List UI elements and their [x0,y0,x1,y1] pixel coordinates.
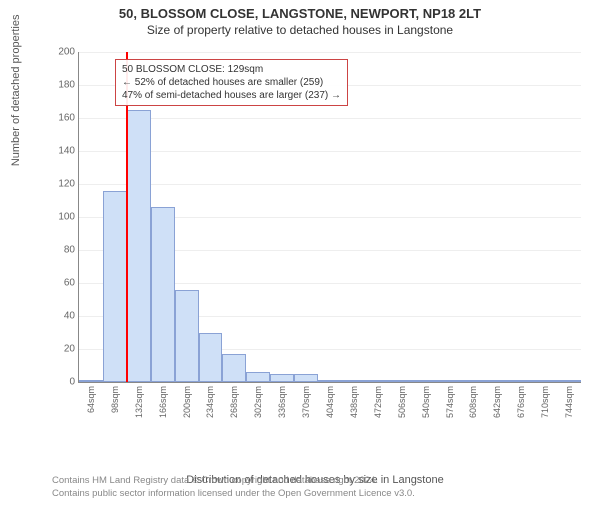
histogram-bar[interactable] [342,380,366,382]
credits-line2: Contains public sector information licen… [52,488,415,500]
x-tick: 370sqm [301,386,311,418]
histogram-bar[interactable] [127,110,151,382]
x-tick: 540sqm [421,386,431,418]
x-tick: 676sqm [516,386,526,418]
credits-line1: Contains HM Land Registry data © Crown c… [52,475,415,487]
y-axis-label: Number of detached properties [10,15,22,167]
x-tick: 302sqm [253,386,263,418]
y-tick: 80 [64,245,75,256]
histogram-bar[interactable] [222,354,246,382]
y-tick: 40 [64,311,75,322]
chart-title: 50, BLOSSOM CLOSE, LANGSTONE, NEWPORT, N… [0,6,600,21]
y-tick: 140 [58,146,75,157]
chart-subtitle: Size of property relative to detached ho… [0,23,600,37]
histogram-bar[interactable] [414,380,438,382]
x-tick: 744sqm [564,386,574,418]
x-tick: 166sqm [158,386,168,418]
histogram-bar[interactable] [199,333,223,383]
histogram-bar[interactable] [533,380,557,382]
x-tick: 268sqm [229,386,239,418]
gridline [79,184,581,185]
histogram-bar[interactable] [485,380,509,382]
x-tick: 132sqm [134,386,144,418]
gridline [79,151,581,152]
gridline [79,118,581,119]
y-tick: 120 [58,179,75,190]
y-tick: 20 [64,344,75,355]
annotation-line2: ← 52% of detached houses are smaller (25… [122,76,341,89]
histogram-bar[interactable] [246,372,270,382]
x-tick: 506sqm [397,386,407,418]
y-tick: 200 [58,47,75,58]
annotation-box: 50 BLOSSOM CLOSE: 129sqm ← 52% of detach… [115,59,348,106]
histogram-bar[interactable] [79,380,103,382]
x-tick: 710sqm [540,386,550,418]
histogram-bar[interactable] [151,207,175,382]
y-tick: 180 [58,80,75,91]
x-tick: 574sqm [445,386,455,418]
histogram-bar[interactable] [175,290,199,382]
x-tick: 98sqm [110,386,120,413]
annotation-line3: 47% of semi-detached houses are larger (… [122,89,341,102]
histogram-bar[interactable] [509,380,533,382]
x-tick: 234sqm [205,386,215,418]
y-tick: 100 [58,212,75,223]
credits: Contains HM Land Registry data © Crown c… [52,475,415,500]
x-tick: 438sqm [349,386,359,418]
y-tick: 60 [64,278,75,289]
chart-container: Number of detached properties 0204060801… [50,52,580,432]
histogram-bar[interactable] [461,380,485,382]
y-tick: 160 [58,113,75,124]
histogram-bar[interactable] [103,191,127,382]
x-tick: 64sqm [86,386,96,413]
histogram-bar[interactable] [318,380,342,382]
x-tick: 336sqm [277,386,287,418]
x-tick: 642sqm [492,386,502,418]
x-tick: 404sqm [325,386,335,418]
x-tick: 200sqm [182,386,192,418]
annotation-line1: 50 BLOSSOM CLOSE: 129sqm [122,63,341,76]
x-tick: 608sqm [468,386,478,418]
gridline [79,52,581,53]
histogram-bar[interactable] [557,380,581,382]
histogram-bar[interactable] [390,380,414,382]
histogram-bar[interactable] [294,374,318,382]
histogram-bar[interactable] [270,374,294,382]
histogram-bar[interactable] [366,380,390,382]
y-tick: 0 [69,377,75,388]
plot-area: 02040608010012014016018020064sqm98sqm132… [78,52,581,383]
histogram-bar[interactable] [438,380,462,382]
x-tick: 472sqm [373,386,383,418]
